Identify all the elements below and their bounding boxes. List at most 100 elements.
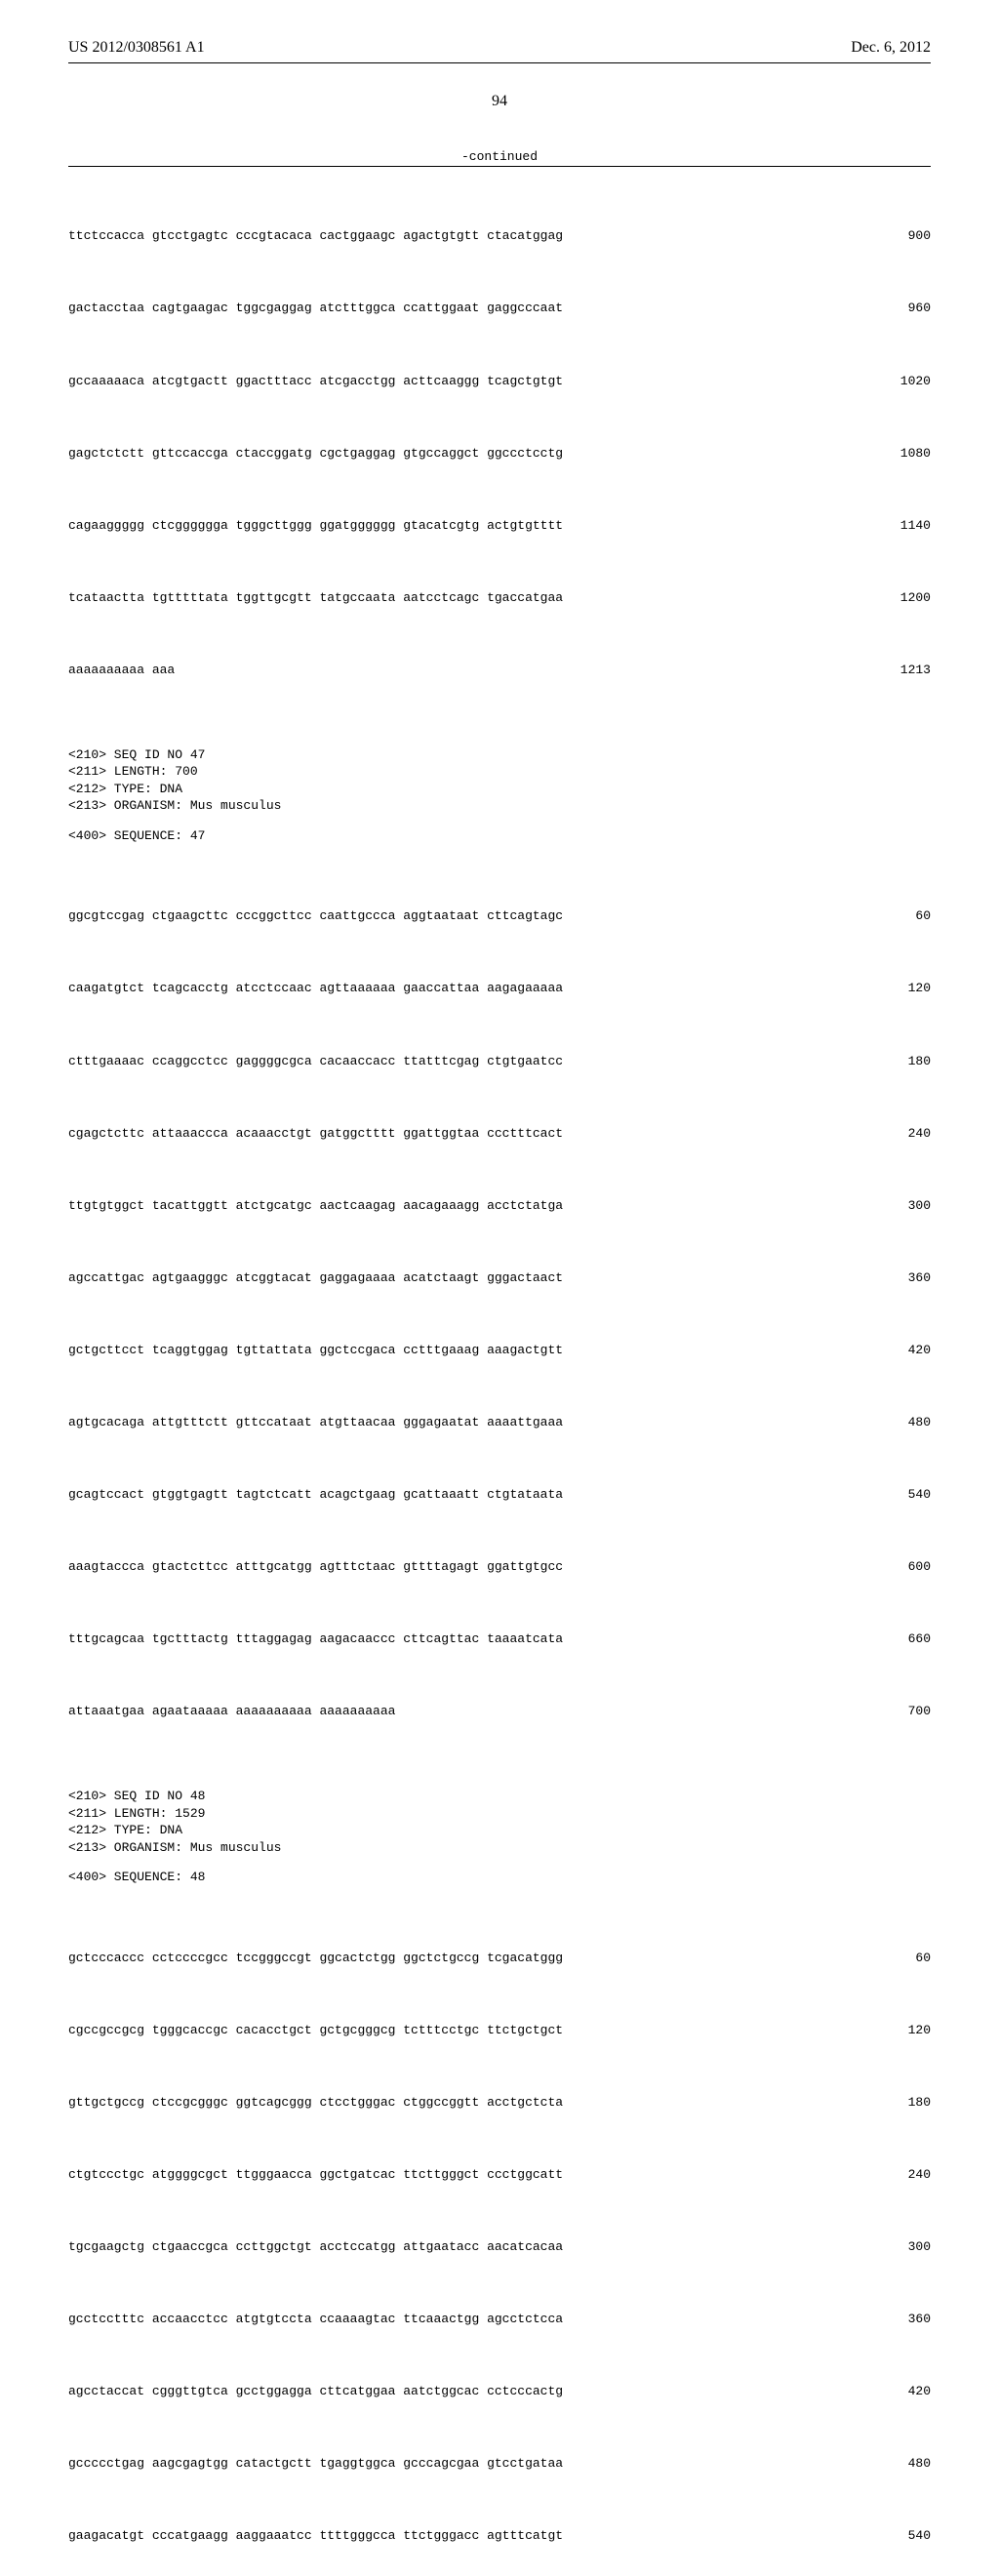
page-number: 94 — [68, 93, 931, 110]
meta-line: <213> ORGANISM: Mus musculus — [68, 798, 281, 813]
meta-line: <210> SEQ ID NO 47 — [68, 747, 205, 762]
sequence-pos: 420 — [862, 1339, 931, 1363]
sequence-line: ttctccacca gtcctgagtc cccgtacaca cactgga… — [68, 224, 931, 249]
sequence-line: gctcccaccc cctccccgcc tccgggccgt ggcactc… — [68, 1947, 931, 1971]
sequence-text: gccccctgag aagcgagtgg catactgctt tgaggtg… — [68, 2452, 563, 2476]
sequence-line: ctttgaaaac ccaggcctcc gaggggcgca cacaacc… — [68, 1050, 931, 1074]
sequence-text: cgagctcttc attaaaccca acaaacctgt gatggct… — [68, 1122, 563, 1147]
sequence-line: tgcgaagctg ctgaaccgca ccttggctgt acctcca… — [68, 2235, 931, 2260]
sequence-text: gctcccaccc cctccccgcc tccgggccgt ggcactc… — [68, 1947, 563, 1971]
sequence-pos: 240 — [862, 2163, 931, 2188]
sequence-block-3: gctcccaccc cctccccgcc tccgggccgt ggcactc… — [68, 1898, 931, 2576]
sequence-pos: 960 — [862, 297, 931, 321]
meta-line: <213> ORGANISM: Mus musculus — [68, 1840, 281, 1855]
continued-label: -continued — [68, 149, 931, 164]
sequence-pos: 480 — [862, 2452, 931, 2476]
page: US 2012/0308561 A1 Dec. 6, 2012 94 -cont… — [0, 0, 999, 1288]
sequence-text: tgcgaagctg ctgaaccgca ccttggctgt acctcca… — [68, 2235, 563, 2260]
meta-line: <212> TYPE: DNA — [68, 1823, 182, 1837]
sequence-text: gcagtccact gtggtgagtt tagtctcatt acagctg… — [68, 1483, 563, 1508]
sequence-pos: 420 — [862, 2380, 931, 2404]
sequence-text: tttgcagcaa tgctttactg tttaggagag aagacaa… — [68, 1628, 563, 1652]
sequence-text: aaaaaaaaaa aaa — [68, 659, 175, 683]
sequence-pos: 1020 — [862, 370, 931, 394]
sequence-line: ctgtccctgc atggggcgct ttgggaacca ggctgat… — [68, 2163, 931, 2188]
sequence-pos: 1200 — [862, 586, 931, 611]
sequence-text: ttgtgtggct tacattggtt atctgcatgc aactcaa… — [68, 1194, 563, 1219]
sequence-pos: 300 — [862, 1194, 931, 1219]
sequence-line: gttgctgccg ctccgcgggc ggtcagcggg ctcctgg… — [68, 2091, 931, 2115]
sequence-line: caagatgtct tcagcacctg atcctccaac agttaaa… — [68, 977, 931, 1001]
sequence-pos: 540 — [862, 1483, 931, 1508]
section-divider-top — [68, 166, 931, 167]
sequence-pos: 700 — [862, 1700, 931, 1724]
sequence-pos: 120 — [862, 2019, 931, 2043]
sequence-text: attaaatgaa agaataaaaa aaaaaaaaaa aaaaaaa… — [68, 1700, 395, 1724]
sequence-text: aaagtaccca gtactcttcc atttgcatgg agtttct… — [68, 1555, 563, 1580]
sequence-text: gcctcctttc accaacctcc atgtgtccta ccaaaag… — [68, 2308, 563, 2332]
sequence-block-1: ttctccacca gtcctgagtc cccgtacaca cactgga… — [68, 177, 931, 731]
sequence-line: gaagacatgt cccatgaagg aaggaaatcc ttttggg… — [68, 2524, 931, 2549]
header-rule — [68, 62, 931, 63]
sequence-text: gctgcttcct tcaggtggag tgttattata ggctccg… — [68, 1339, 563, 1363]
sequence-pos: 180 — [862, 1050, 931, 1074]
sequence-pos: 1213 — [862, 659, 931, 683]
sequence-text: caagatgtct tcagcacctg atcctccaac agttaaa… — [68, 977, 563, 1001]
meta-line: <210> SEQ ID NO 48 — [68, 1789, 205, 1803]
sequence-line: cgagctcttc attaaaccca acaaacctgt gatggct… — [68, 1122, 931, 1147]
sequence-text: agcctaccat cgggttgtca gcctggagga cttcatg… — [68, 2380, 563, 2404]
sequence-text: gttgctgccg ctccgcgggc ggtcagcggg ctcctgg… — [68, 2091, 563, 2115]
sequence-text: agtgcacaga attgtttctt gttccataat atgttaa… — [68, 1411, 563, 1435]
pub-number: US 2012/0308561 A1 — [68, 39, 205, 57]
sequence-text: tcataactta tgtttttata tggttgcgtt tatgcca… — [68, 586, 563, 611]
sequence-text: agccattgac agtgaagggc atcggtacat gaggaga… — [68, 1267, 563, 1291]
seq-meta-48: <210> SEQ ID NO 48 <211> LENGTH: 1529 <2… — [68, 1788, 931, 1856]
sequence-text: ctttgaaaac ccaggcctcc gaggggcgca cacaacc… — [68, 1050, 563, 1074]
sequence-text: gactacctaa cagtgaagac tggcgaggag atctttg… — [68, 297, 563, 321]
sequence-pos: 120 — [862, 977, 931, 1001]
sequence-pos: 600 — [862, 1555, 931, 1580]
meta-line: <211> LENGTH: 1529 — [68, 1806, 205, 1821]
sequence-text: gagctctctt gttccaccga ctaccggatg cgctgag… — [68, 442, 563, 466]
sequence-line: agtgcacaga attgtttctt gttccataat atgttaa… — [68, 1411, 931, 1435]
sequence-pos: 60 — [862, 905, 931, 929]
meta-line: <212> TYPE: DNA — [68, 782, 182, 796]
sequence-line: tcataactta tgtttttata tggttgcgtt tatgcca… — [68, 586, 931, 611]
sequence-line: ttgtgtggct tacattggtt atctgcatgc aactcaa… — [68, 1194, 931, 1219]
sequence-text: gccaaaaaca atcgtgactt ggactttacc atcgacc… — [68, 370, 563, 394]
sequence-pos: 60 — [862, 1947, 931, 1971]
sequence-text: ctgtccctgc atggggcgct ttgggaacca ggctgat… — [68, 2163, 563, 2188]
sequence-block-2: ggcgtccgag ctgaagcttc cccggcttcc caattgc… — [68, 857, 931, 1772]
sequence-pos: 660 — [862, 1628, 931, 1652]
sequence-pos: 900 — [862, 224, 931, 249]
sequence-line: gcagtccact gtggtgagtt tagtctcatt acagctg… — [68, 1483, 931, 1508]
sequence-pos: 360 — [862, 2308, 931, 2332]
sequence-label-47: <400> SEQUENCE: 47 — [68, 828, 931, 843]
sequence-text: ggcgtccgag ctgaagcttc cccggcttcc caattgc… — [68, 905, 563, 929]
sequence-line: gccccctgag aagcgagtgg catactgctt tgaggtg… — [68, 2452, 931, 2476]
sequence-pos: 540 — [862, 2524, 931, 2549]
sequence-text: cgccgccgcg tgggcaccgc cacacctgct gctgcgg… — [68, 2019, 563, 2043]
sequence-line: tttgcagcaa tgctttactg tttaggagag aagacaa… — [68, 1628, 931, 1652]
sequence-text: gaagacatgt cccatgaagg aaggaaatcc ttttggg… — [68, 2524, 563, 2549]
sequence-text: cagaaggggg ctcgggggga tgggcttggg ggatggg… — [68, 514, 563, 539]
sequence-text: ttctccacca gtcctgagtc cccgtacaca cactgga… — [68, 224, 563, 249]
sequence-pos: 1140 — [862, 514, 931, 539]
sequence-line: aaaaaaaaaa aaa 1213 — [68, 659, 931, 683]
sequence-line: gactacctaa cagtgaagac tggcgaggag atctttg… — [68, 297, 931, 321]
sequence-line: gccaaaaaca atcgtgactt ggactttacc atcgacc… — [68, 370, 931, 394]
sequence-line: gctgcttcct tcaggtggag tgttattata ggctccg… — [68, 1339, 931, 1363]
sequence-line: cgccgccgcg tgggcaccgc cacacctgct gctgcgg… — [68, 2019, 931, 2043]
sequence-pos: 300 — [862, 2235, 931, 2260]
sequence-line: gcctcctttc accaacctcc atgtgtccta ccaaaag… — [68, 2308, 931, 2332]
meta-line: <211> LENGTH: 700 — [68, 764, 198, 779]
sequence-line: gagctctctt gttccaccga ctaccggatg cgctgag… — [68, 442, 931, 466]
sequence-line: ggcgtccgag ctgaagcttc cccggcttcc caattgc… — [68, 905, 931, 929]
sequence-label-48: <400> SEQUENCE: 48 — [68, 1870, 931, 1884]
sequence-line: agccattgac agtgaagggc atcggtacat gaggaga… — [68, 1267, 931, 1291]
pub-date: Dec. 6, 2012 — [851, 39, 931, 57]
sequence-line: aaagtaccca gtactcttcc atttgcatgg agtttct… — [68, 1555, 931, 1580]
sequence-pos: 180 — [862, 2091, 931, 2115]
sequence-pos: 360 — [862, 1267, 931, 1291]
seq-meta-47: <210> SEQ ID NO 47 <211> LENGTH: 700 <21… — [68, 746, 931, 815]
